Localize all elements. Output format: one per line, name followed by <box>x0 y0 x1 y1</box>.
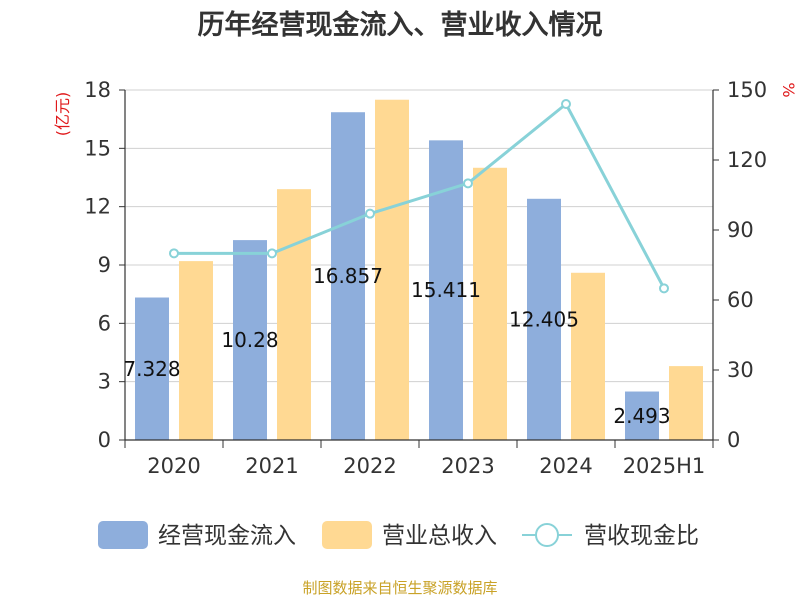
cash-inflow-data-label: 15.411 <box>411 278 481 302</box>
y-right-tick-label: 0 <box>727 428 740 452</box>
legend: 经营现金流入 营业总收入 营收现金比 <box>98 521 699 549</box>
ratio-point <box>659 283 669 294</box>
y-right-tick-label: 120 <box>727 148 767 172</box>
legend-label: 经营现金流入 <box>158 523 296 549</box>
ratio-point <box>365 208 375 219</box>
x-tick-label: 2020 <box>147 454 200 478</box>
revenue-bar <box>179 261 213 440</box>
legend-swatch-cash-inflow <box>98 521 148 549</box>
y-right-tick-label: 90 <box>727 218 754 242</box>
y-left-tick-label: 0 <box>98 428 111 452</box>
y-right-unit: % <box>779 82 798 97</box>
legend-label: 营收现金比 <box>584 523 699 549</box>
cash-inflow-bar <box>527 198 561 440</box>
cash-inflow-bar <box>233 240 267 440</box>
y-left-tick-label: 15 <box>84 136 111 160</box>
grid-lines <box>125 89 713 383</box>
x-tick-label: 2024 <box>539 454 592 478</box>
y-left-unit: (亿元) <box>53 92 72 137</box>
x-tick-label: 2023 <box>441 454 494 478</box>
cash-inflow-data-label: 12.405 <box>509 307 579 331</box>
cash-inflow-bar <box>625 391 659 440</box>
revenue-bar <box>375 99 409 440</box>
cash-inflow-bar <box>135 297 169 440</box>
revenue-bar <box>277 189 311 440</box>
data-labels: 7.328 10.28 16.857 15.411 12.405 2.493 <box>123 264 670 428</box>
axes: 0 3 6 9 12 15 18 0 30 60 90 120 150 2020 2021 2022 2023 2… <box>84 78 767 478</box>
x-tick-label: 2021 <box>245 454 298 478</box>
y-left-tick-label: 3 <box>98 370 111 394</box>
y-left-tick-label: 18 <box>84 78 111 102</box>
revenue-bar <box>473 167 507 440</box>
x-tick-label: 2025H1 <box>623 454 706 478</box>
ratio-line-path <box>174 101 666 290</box>
revenue-bar <box>669 366 703 440</box>
legend-label: 营业总收入 <box>382 523 497 549</box>
ratio-point <box>169 248 179 259</box>
cash-inflow-data-label: 2.493 <box>613 404 670 428</box>
chart-title: 历年经营现金流入、营业收入情况 <box>198 9 603 41</box>
cash-inflow-data-label: 16.857 <box>313 264 383 288</box>
cash-inflow-bar <box>331 112 365 440</box>
y-right-tick-label: 60 <box>727 288 754 312</box>
legend-swatch-ratio-marker <box>535 523 559 547</box>
y-right-tick-label: 150 <box>727 78 767 102</box>
y-right-tick-label: 30 <box>727 358 754 382</box>
ratio-line <box>169 99 669 294</box>
ratio-point <box>463 178 473 189</box>
y-left-tick-label: 9 <box>98 253 111 277</box>
cash-inflow-data-label: 7.328 <box>123 357 180 381</box>
ratio-point <box>267 248 277 259</box>
x-tick-label: 2022 <box>343 454 396 478</box>
y-left-tick-label: 12 <box>84 195 111 219</box>
y-left-tick-label: 6 <box>98 311 111 335</box>
source-note: 制图数据来自恒生聚源数据库 <box>302 579 497 597</box>
bars <box>135 99 703 440</box>
legend-swatch-revenue <box>322 521 372 549</box>
revenue-bar <box>571 272 605 440</box>
ratio-point <box>561 99 571 109</box>
cash-inflow-data-label: 10.28 <box>221 328 278 352</box>
